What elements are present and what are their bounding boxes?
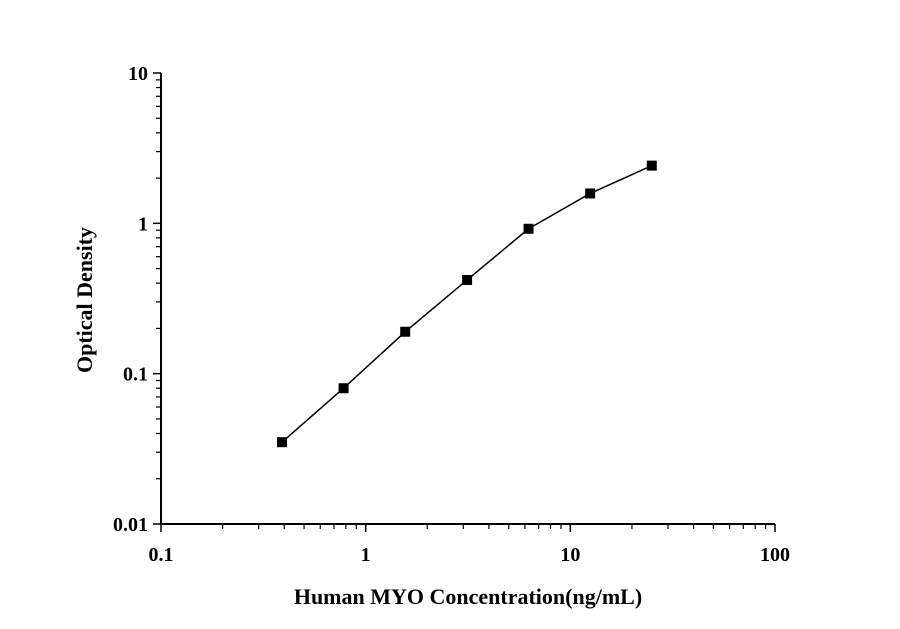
- data-point-marker: [523, 223, 534, 234]
- x-tick-label: 0.1: [149, 544, 174, 566]
- x-axis-title: Human MYO Concentration(ng/mL): [294, 584, 642, 609]
- x-tick-label: 10: [560, 544, 580, 566]
- data-point-marker: [400, 326, 411, 337]
- y-tick-label: 0.1: [123, 364, 148, 386]
- y-tick-label: 10: [128, 63, 148, 85]
- data-point-marker: [276, 437, 287, 448]
- data-point-marker: [338, 383, 349, 394]
- x-tick-label: 100: [760, 544, 790, 566]
- series: [276, 160, 657, 448]
- data-point-marker: [646, 160, 657, 171]
- data-point-marker: [462, 274, 473, 285]
- x-tick-label: 1: [361, 544, 371, 566]
- y-axis-title: Optical Density: [72, 227, 97, 373]
- major-ticks: [153, 72, 776, 532]
- data-point-marker: [585, 188, 596, 199]
- series-line: [281, 164, 653, 443]
- y-tick-label: 0.01: [113, 514, 148, 536]
- minor-ticks: [156, 79, 767, 529]
- y-tick-label: 1: [138, 213, 148, 235]
